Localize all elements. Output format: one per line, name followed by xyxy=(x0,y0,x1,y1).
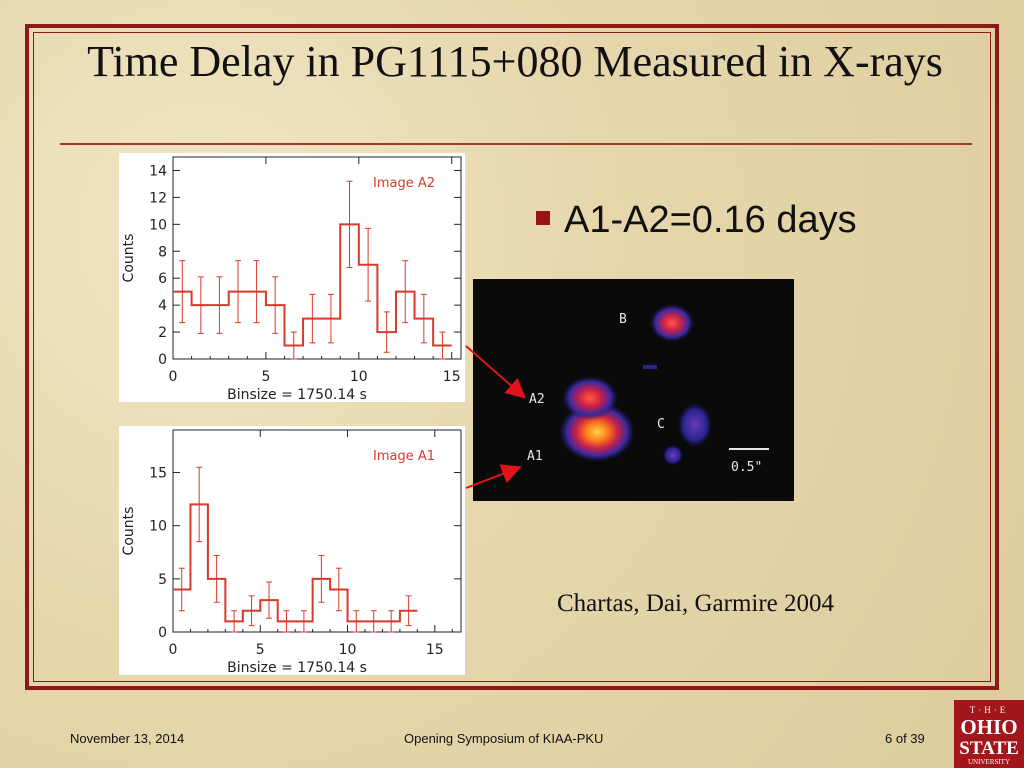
x-tick-label: 10 xyxy=(339,642,357,658)
footer-event: Opening Symposium of KIAA-PKU xyxy=(404,731,604,746)
series-annotation: Image A2 xyxy=(373,176,435,191)
label-a1: A1 xyxy=(527,449,543,464)
x-axis-label: Binsize = 1750.14 s xyxy=(227,660,367,675)
bullet-item: A1-A2=0.16 days xyxy=(536,199,857,242)
x-tick-label: 0 xyxy=(169,369,178,385)
label-a2: A2 xyxy=(529,392,545,407)
lightcurve-chart-a2: 0 2 4 6 8 10 12 14 0 5 10 15 Image A2 Binsize = 1750.… xyxy=(121,156,462,403)
x-tick-label: 5 xyxy=(261,369,270,385)
bullet-square-icon xyxy=(536,210,550,225)
y-tick-label: 12 xyxy=(149,190,167,206)
y-tick-label: 14 xyxy=(149,163,167,179)
footer-page-number: 6 of 39 xyxy=(885,731,925,746)
y-tick-label: 10 xyxy=(149,519,167,535)
y-axis-label: Counts xyxy=(121,234,137,283)
label-b: B xyxy=(619,312,627,327)
slide-frame-inner xyxy=(33,32,991,682)
x-tick-label: 10 xyxy=(350,369,368,385)
source-c-blob xyxy=(678,403,712,447)
source-a2-blob xyxy=(562,376,618,420)
xray-image-canvas: B C A2 A1 0.5" xyxy=(527,304,769,475)
y-axis-label: Counts xyxy=(121,507,137,556)
scale-bar-label: 0.5" xyxy=(731,460,762,475)
bullet-text: A1-A2=0.16 days xyxy=(564,199,857,241)
y-tick-label: 2 xyxy=(158,325,167,341)
y-tick-label: 6 xyxy=(158,271,167,287)
y-tick-label: 8 xyxy=(158,244,167,260)
faint-streak xyxy=(643,365,657,369)
x-tick-label: 15 xyxy=(443,369,461,385)
y-tick-label: 15 xyxy=(149,466,167,482)
svg-text:STATE: STATE xyxy=(959,738,1019,759)
source-b-blob xyxy=(650,304,694,342)
source-faint-blob xyxy=(663,445,683,465)
y-tick-label: 10 xyxy=(149,217,167,233)
x-tick-label: 15 xyxy=(426,642,444,658)
plot-frame xyxy=(172,156,462,360)
series-annotation: Image A1 xyxy=(373,449,435,464)
lightcurve-panel-a2: 0 2 4 6 8 10 12 14 0 5 10 15 Image A2 Binsize = 1750.… xyxy=(119,153,465,403)
svg-text:UNIVERSITY: UNIVERSITY xyxy=(968,758,1010,766)
y-tick-label: 0 xyxy=(158,625,167,641)
x-tick-label: 5 xyxy=(256,642,265,658)
slide-title: Time Delay in PG1115+080 Measured in X-r… xyxy=(87,37,943,86)
label-c: C xyxy=(657,417,665,432)
citation: Chartas, Dai, Garmire 2004 xyxy=(557,590,835,617)
step-series-line xyxy=(173,503,418,623)
lightcurve-panel-a1: 0 5 10 15 0 5 10 15 Image A1 Binsize = 1750.14 s C… xyxy=(119,426,465,676)
x-axis-label: Binsize = 1750.14 s xyxy=(227,387,367,402)
lightcurve-chart-a1: 0 5 10 15 0 5 10 15 Image A1 Binsize = 1750.14 s C… xyxy=(121,429,462,676)
xray-image: B C A2 A1 0.5" xyxy=(473,279,794,501)
plot-frame xyxy=(172,429,462,633)
y-tick-label: 0 xyxy=(158,352,167,368)
arrow-to-a2 xyxy=(465,345,527,399)
x-tick-label: 0 xyxy=(169,642,178,658)
svg-text:OHIO: OHIO xyxy=(960,715,1017,739)
slide-frame-outer xyxy=(25,24,999,690)
ohio-state-logo: T·H·E OHIO STATE UNIVERSITY xyxy=(954,700,1024,768)
title-divider xyxy=(60,143,972,145)
y-tick-label: 5 xyxy=(158,572,167,588)
step-series-line xyxy=(173,223,452,347)
footer-date: November 13, 2014 xyxy=(70,731,185,746)
y-tick-label: 4 xyxy=(158,298,167,314)
svg-text:T·H·E: T·H·E xyxy=(970,705,1009,715)
arrow-to-a1 xyxy=(465,464,522,489)
